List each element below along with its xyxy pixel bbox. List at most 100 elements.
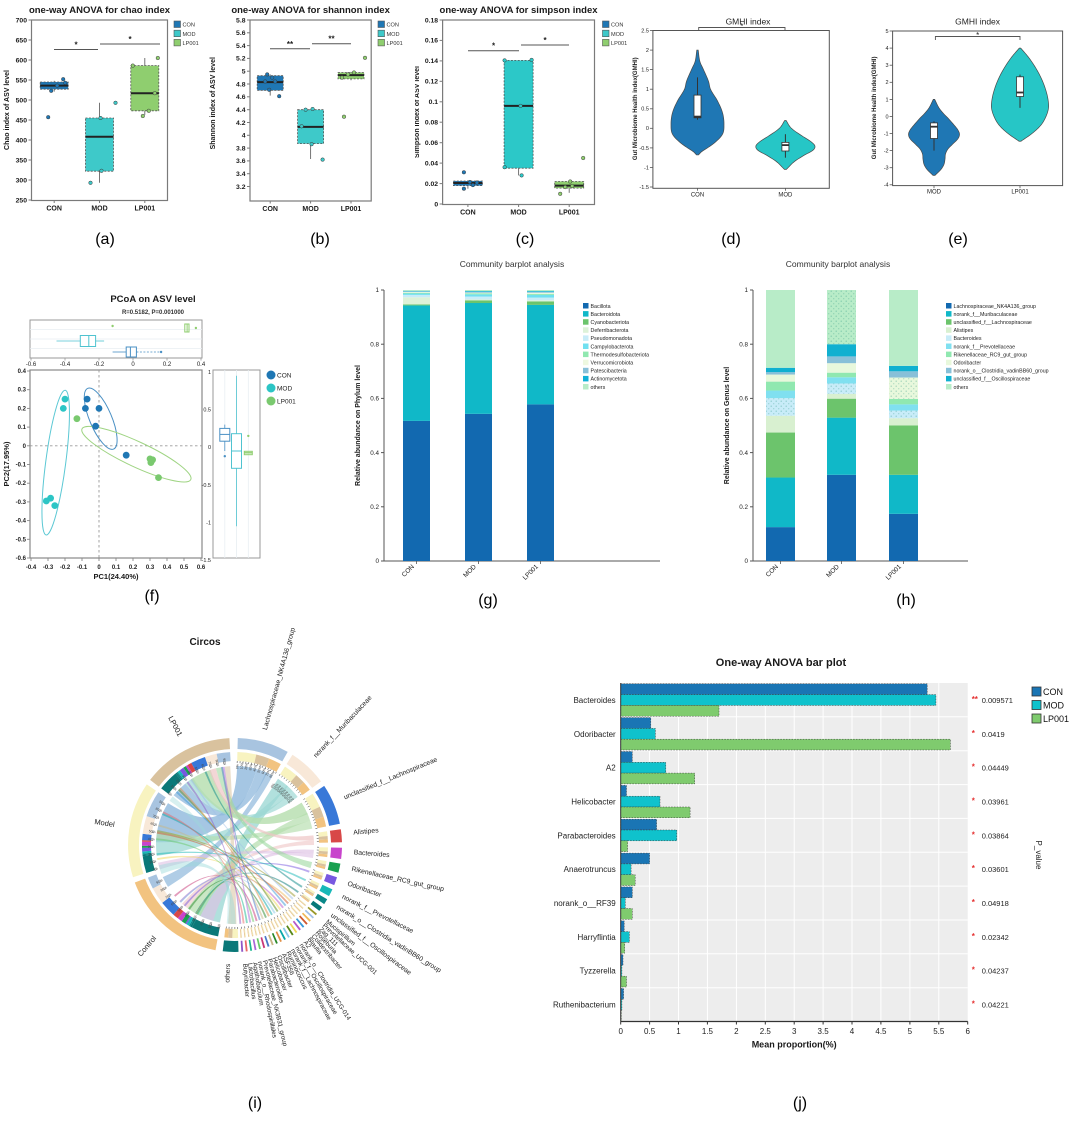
svg-text:0.4: 0.4 bbox=[197, 362, 206, 368]
svg-text:60%: 60% bbox=[150, 821, 158, 826]
svg-text:norank_f__Prevotellaceae: norank_f__Prevotellaceae bbox=[954, 344, 1016, 350]
svg-text:Parabacteroides: Parabacteroides bbox=[557, 831, 615, 840]
svg-text:60%: 60% bbox=[170, 899, 178, 907]
svg-text:0: 0 bbox=[375, 558, 379, 565]
svg-text:Butyribacter: Butyribacter bbox=[241, 963, 250, 997]
svg-text:Actinomycetota: Actinomycetota bbox=[591, 377, 627, 383]
svg-text:Community barplot analysis: Community barplot analysis bbox=[786, 259, 890, 269]
svg-text:-0.4: -0.4 bbox=[16, 519, 27, 525]
svg-text:-0.6: -0.6 bbox=[26, 362, 37, 368]
svg-text:CON: CON bbox=[277, 373, 292, 380]
svg-text:0.5: 0.5 bbox=[644, 1027, 656, 1036]
svg-text:-2: -2 bbox=[884, 149, 889, 155]
svg-text:0.03961: 0.03961 bbox=[982, 797, 1009, 806]
svg-text:40%: 40% bbox=[148, 837, 155, 841]
svg-text:*: * bbox=[976, 31, 979, 40]
svg-text:-1.5: -1.5 bbox=[639, 185, 648, 191]
svg-text:PC2(17.95%): PC2(17.95%) bbox=[2, 441, 11, 487]
svg-text:LP001: LP001 bbox=[166, 715, 184, 738]
svg-text:0.03601: 0.03601 bbox=[982, 865, 1009, 874]
svg-text:1: 1 bbox=[886, 97, 889, 103]
svg-text:0: 0 bbox=[208, 445, 211, 451]
svg-text:0.4: 0.4 bbox=[163, 565, 172, 571]
svg-text:-0.5: -0.5 bbox=[202, 483, 211, 489]
svg-text:Odoribacter: Odoribacter bbox=[346, 880, 382, 899]
svg-text:4: 4 bbox=[242, 133, 246, 140]
svg-text:5: 5 bbox=[908, 1027, 913, 1036]
svg-text:Mean proportion(%): Mean proportion(%) bbox=[752, 1040, 837, 1050]
svg-text:0.4: 0.4 bbox=[18, 369, 27, 375]
svg-text:-0.3: -0.3 bbox=[16, 500, 27, 506]
svg-text:4.4: 4.4 bbox=[236, 107, 246, 114]
svg-text:*: * bbox=[972, 830, 976, 839]
svg-text:CON: CON bbox=[183, 23, 195, 29]
svg-text:1: 1 bbox=[744, 287, 748, 294]
svg-text:LP001: LP001 bbox=[135, 206, 156, 213]
svg-text:unclassified_f__Oscillospirace: unclassified_f__Oscillospiraceae bbox=[954, 377, 1031, 383]
svg-text:0: 0 bbox=[131, 362, 135, 368]
svg-text:1: 1 bbox=[375, 287, 379, 294]
svg-text:LP001: LP001 bbox=[522, 563, 541, 582]
svg-text:3: 3 bbox=[886, 63, 889, 69]
svg-text:0.04: 0.04 bbox=[425, 160, 438, 167]
svg-text:CON: CON bbox=[262, 206, 278, 213]
svg-text:60%: 60% bbox=[200, 763, 206, 771]
svg-text:30%: 30% bbox=[277, 786, 284, 794]
svg-text:4: 4 bbox=[886, 46, 889, 52]
svg-text:-0.1: -0.1 bbox=[77, 565, 88, 571]
svg-text:MOD: MOD bbox=[927, 190, 942, 196]
svg-text:0.5: 0.5 bbox=[180, 565, 189, 571]
svg-text:0.2: 0.2 bbox=[370, 504, 379, 511]
svg-text:3.8: 3.8 bbox=[236, 145, 246, 152]
svg-text:Model: Model bbox=[94, 817, 116, 829]
svg-text:*: * bbox=[972, 932, 976, 941]
svg-text:0.04221: 0.04221 bbox=[982, 1001, 1009, 1010]
svg-text:2: 2 bbox=[734, 1027, 739, 1036]
svg-text:5.5: 5.5 bbox=[933, 1027, 945, 1036]
svg-text:A2: A2 bbox=[302, 940, 312, 951]
svg-text:Bacteroides: Bacteroides bbox=[954, 336, 982, 342]
svg-text:3.6: 3.6 bbox=[236, 158, 246, 165]
svg-text:MOD: MOD bbox=[462, 563, 478, 579]
svg-text:70%: 70% bbox=[265, 769, 272, 777]
svg-text:50%: 50% bbox=[149, 829, 156, 834]
svg-text:0.2: 0.2 bbox=[163, 362, 172, 368]
svg-text:**: ** bbox=[287, 40, 294, 49]
svg-text:0.8: 0.8 bbox=[739, 341, 748, 348]
svg-text:Pseudomonadota: Pseudomonadota bbox=[591, 336, 633, 342]
svg-text:CON: CON bbox=[691, 192, 704, 198]
svg-text:300: 300 bbox=[16, 177, 28, 184]
svg-text:0: 0 bbox=[744, 558, 748, 565]
svg-text:Shannon index of ASV level: Shannon index of ASV level bbox=[210, 57, 217, 149]
svg-text:0.03864: 0.03864 bbox=[982, 831, 1009, 840]
svg-text:0%: 0% bbox=[167, 791, 173, 797]
svg-text:*: * bbox=[74, 41, 78, 50]
svg-text:norank_o__RF39: norank_o__RF39 bbox=[554, 899, 616, 908]
svg-text:LP001: LP001 bbox=[611, 41, 627, 47]
svg-text:0.04237: 0.04237 bbox=[982, 967, 1009, 976]
svg-text:MOD: MOD bbox=[611, 32, 624, 38]
svg-text:-0.5: -0.5 bbox=[639, 146, 648, 152]
svg-text:CON: CON bbox=[401, 563, 416, 578]
svg-text:0.009571: 0.009571 bbox=[982, 696, 1013, 705]
svg-text:-0.3: -0.3 bbox=[43, 565, 54, 571]
svg-text:Cyanobacteriota: Cyanobacteriota bbox=[591, 320, 630, 326]
svg-text:90%: 90% bbox=[222, 758, 227, 765]
svg-text:0.04449: 0.04449 bbox=[982, 764, 1009, 773]
svg-text:2: 2 bbox=[646, 48, 649, 54]
svg-text:1.5: 1.5 bbox=[641, 68, 649, 74]
svg-text:0: 0 bbox=[618, 1027, 623, 1036]
svg-text:Lactobacillus: Lactobacillus bbox=[246, 963, 257, 1000]
svg-text:0.3: 0.3 bbox=[18, 388, 27, 394]
svg-text:0%: 0% bbox=[270, 783, 276, 789]
svg-text:-0.5: -0.5 bbox=[16, 537, 27, 543]
svg-text:Gut Microbiome Health index(GM: Gut Microbiome Health index(GMHI) bbox=[872, 57, 878, 160]
svg-text:MOD: MOD bbox=[91, 206, 107, 213]
svg-text:Bacillota: Bacillota bbox=[591, 304, 611, 310]
svg-text:Bacteroides: Bacteroides bbox=[353, 849, 390, 859]
svg-text:LP001: LP001 bbox=[183, 41, 199, 47]
svg-text:LP001: LP001 bbox=[1011, 190, 1029, 196]
svg-text:0.6: 0.6 bbox=[370, 396, 379, 403]
svg-text:0%: 0% bbox=[216, 924, 221, 930]
svg-text:3.4: 3.4 bbox=[236, 171, 246, 178]
